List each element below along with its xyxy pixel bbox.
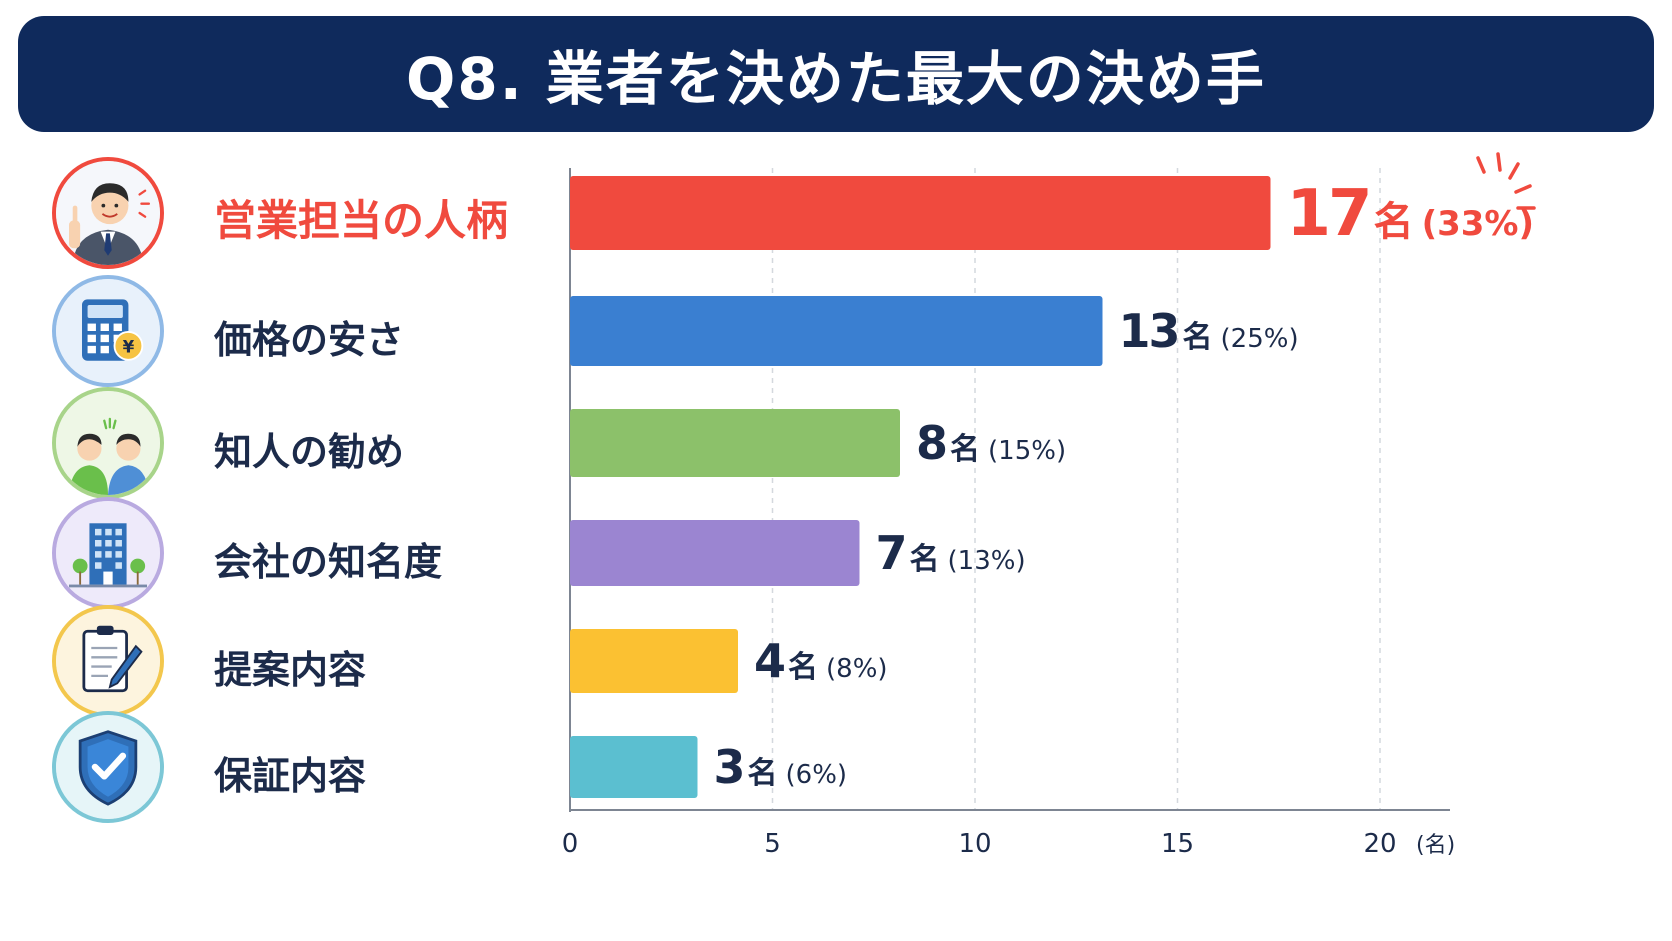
emphasis-burst-icon <box>1476 152 1536 210</box>
x-tick-label: 5 <box>764 829 781 859</box>
category-label: 価格の安さ <box>214 318 405 362</box>
bar <box>570 176 1271 250</box>
office-building-icon <box>52 497 164 609</box>
category-row: 会社の知名度 <box>0 495 600 611</box>
clipboard-pen-icon <box>52 605 164 717</box>
category-label: 保証内容 <box>214 754 367 798</box>
data-label: 4 名 (8%) <box>754 634 888 688</box>
category-row: 保証内容 <box>0 709 600 825</box>
bar <box>570 409 900 477</box>
calculator-yen-icon: ¥ <box>52 275 164 387</box>
category-row: 提案内容 <box>0 603 600 719</box>
category-label: 提案内容 <box>214 648 367 692</box>
svg-text:¥: ¥ <box>123 336 135 356</box>
x-tick-label: 15 <box>1161 829 1194 859</box>
bar <box>570 296 1103 366</box>
category-row: ¥ 価格の安さ <box>0 273 600 389</box>
x-unit-label: (名) <box>1416 833 1455 858</box>
chart-title: Q8. 業者を決めた最大の決め手 <box>406 45 1266 113</box>
category-label: 知人の勧め <box>214 430 405 474</box>
category-row: 営業担当の人柄 <box>0 155 600 271</box>
bar <box>570 736 698 798</box>
x-tick-label: 10 <box>958 829 991 859</box>
title-banner: Q8. 業者を決めた最大の決め手 <box>18 16 1654 132</box>
bar <box>570 520 860 586</box>
category-label: 営業担当の人柄 <box>214 196 509 245</box>
x-tick-label: 20 <box>1363 829 1396 859</box>
category-label: 会社の知名度 <box>214 540 443 584</box>
bar <box>570 629 738 693</box>
businessman-icon <box>52 157 164 269</box>
data-label: 17 名 (33%) <box>1287 177 1535 251</box>
data-label: 3 名 (6%) <box>714 740 848 794</box>
data-label: 7 名 (13%) <box>876 526 1026 580</box>
category-row: 知人の勧め <box>0 385 600 501</box>
data-label: 8 名 (15%) <box>916 416 1066 470</box>
data-label: 13 名 (25%) <box>1119 304 1299 358</box>
x-tick-label: 0 <box>562 829 579 859</box>
shield-check-icon <box>52 711 164 823</box>
